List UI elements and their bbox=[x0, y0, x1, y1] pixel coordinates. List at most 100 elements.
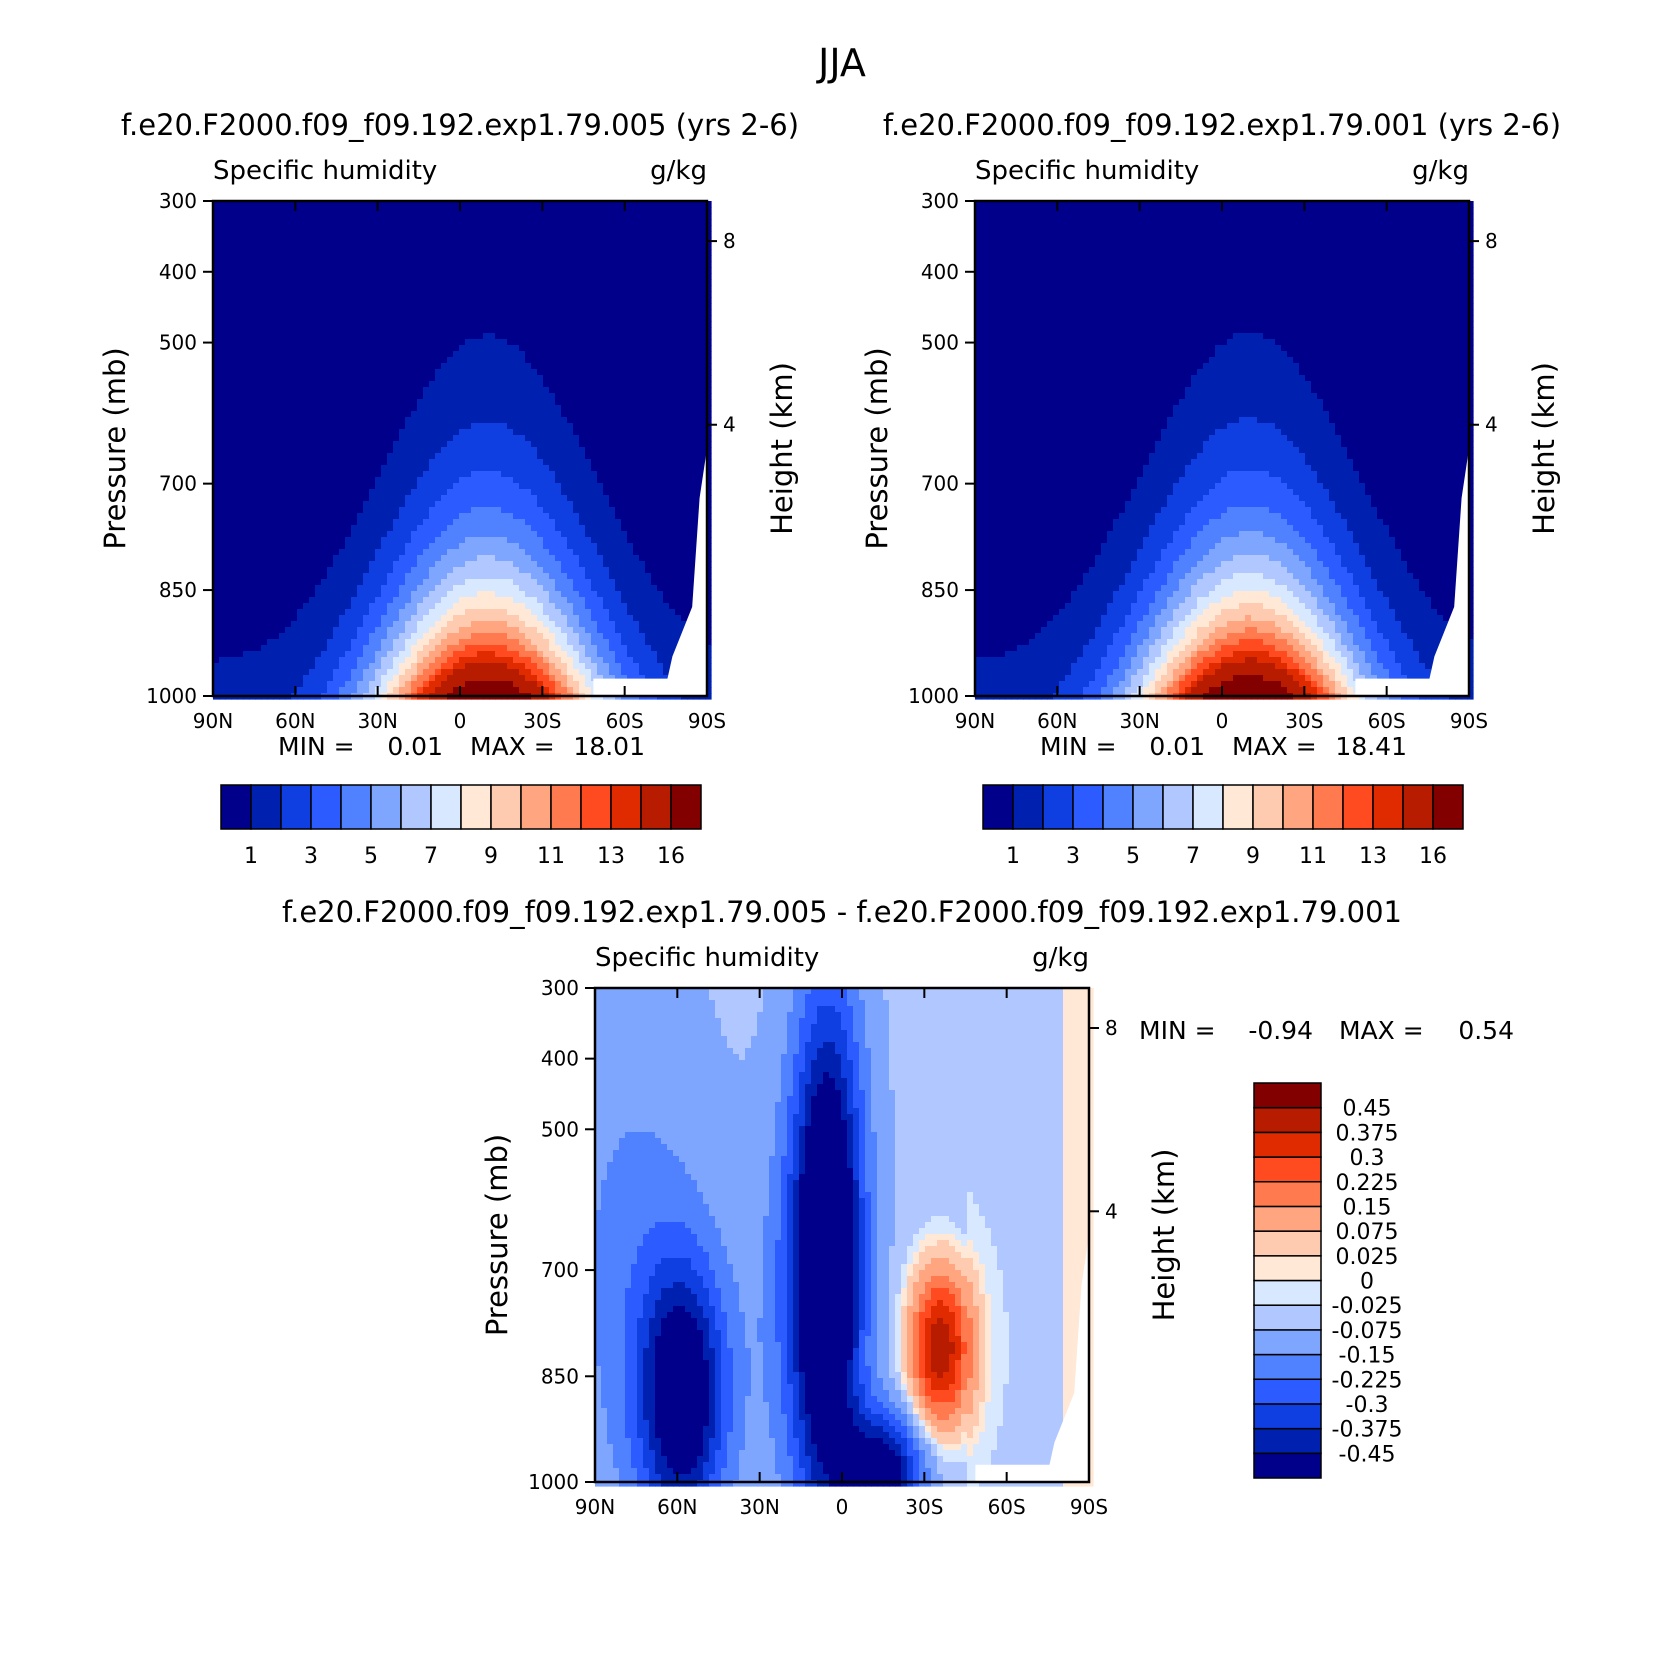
field-cell bbox=[381, 363, 388, 370]
field-cell bbox=[507, 555, 514, 562]
field-cell bbox=[591, 489, 598, 496]
field-cell bbox=[393, 285, 400, 292]
field-cell bbox=[267, 525, 274, 532]
field-cell bbox=[639, 399, 646, 406]
field-cell bbox=[423, 489, 430, 496]
field-cell bbox=[609, 279, 616, 286]
field-cell bbox=[315, 489, 322, 496]
field-cell bbox=[525, 267, 532, 274]
field-cell bbox=[453, 471, 460, 478]
field-cell bbox=[339, 543, 346, 550]
field-cell bbox=[567, 321, 574, 328]
field-cell bbox=[621, 333, 628, 340]
field-cell bbox=[297, 339, 304, 346]
field-cell bbox=[315, 471, 322, 478]
field-cell bbox=[279, 519, 286, 526]
field-cell bbox=[591, 369, 598, 376]
field-cell bbox=[405, 327, 412, 334]
field-cell bbox=[465, 357, 472, 364]
field-cell bbox=[591, 333, 598, 340]
field-cell bbox=[219, 561, 226, 568]
field-cell bbox=[447, 549, 454, 556]
field-cell bbox=[339, 315, 346, 322]
field-cell bbox=[267, 381, 274, 388]
field-cell bbox=[315, 351, 322, 358]
field-cell bbox=[399, 531, 406, 538]
field-cell bbox=[321, 477, 328, 484]
field-cell bbox=[519, 285, 526, 292]
field-cell bbox=[459, 387, 466, 394]
field-cell bbox=[633, 345, 640, 352]
field-cell bbox=[351, 333, 358, 340]
field-cell bbox=[315, 315, 322, 322]
field-cell bbox=[225, 369, 232, 376]
field-cell bbox=[387, 555, 394, 562]
field-cell bbox=[471, 357, 478, 364]
field-cell bbox=[219, 519, 226, 526]
field-cell bbox=[297, 393, 304, 400]
field-cell bbox=[633, 357, 640, 364]
field-cell bbox=[633, 423, 640, 430]
field-cell bbox=[291, 405, 298, 412]
field-cell bbox=[669, 255, 676, 262]
field-cell bbox=[525, 465, 532, 472]
field-cell bbox=[393, 381, 400, 388]
field-cell bbox=[573, 525, 580, 532]
field-cell bbox=[579, 393, 586, 400]
field-cell bbox=[477, 417, 484, 424]
field-cell bbox=[543, 225, 550, 232]
field-cell bbox=[531, 285, 538, 292]
field-cell bbox=[393, 297, 400, 304]
field-cell bbox=[237, 429, 244, 436]
field-cell bbox=[501, 405, 508, 412]
field-cell bbox=[459, 399, 466, 406]
field-cell bbox=[321, 405, 328, 412]
field-cell bbox=[693, 261, 700, 268]
field-cell bbox=[231, 393, 238, 400]
field-cell bbox=[267, 561, 274, 568]
field-cell bbox=[543, 411, 550, 418]
field-cell bbox=[339, 435, 346, 442]
field-cell bbox=[693, 429, 700, 436]
field-cell bbox=[297, 225, 304, 232]
field-cell bbox=[555, 339, 562, 346]
field-cell bbox=[519, 525, 526, 532]
field-cell bbox=[273, 513, 280, 520]
field-cell bbox=[357, 357, 364, 364]
field-cell bbox=[411, 555, 418, 562]
field-cell bbox=[687, 315, 694, 322]
field-cell bbox=[255, 231, 262, 238]
field-cell bbox=[525, 507, 532, 514]
field-cell bbox=[489, 393, 496, 400]
field-cell bbox=[453, 429, 460, 436]
field-cell bbox=[327, 387, 334, 394]
field-cell bbox=[585, 477, 592, 484]
field-cell bbox=[315, 465, 322, 472]
field-cell bbox=[255, 393, 262, 400]
field-cell bbox=[267, 363, 274, 370]
field-cell bbox=[621, 237, 628, 244]
field-cell bbox=[261, 483, 268, 490]
field-cell bbox=[399, 411, 406, 418]
field-cell bbox=[447, 543, 454, 550]
field-cell bbox=[453, 381, 460, 388]
field-cell bbox=[633, 495, 640, 502]
field-cell bbox=[663, 453, 670, 460]
field-cell bbox=[321, 507, 328, 514]
field-cell bbox=[369, 525, 376, 532]
field-cell bbox=[351, 237, 358, 244]
field-cell bbox=[519, 333, 526, 340]
field-cell bbox=[387, 429, 394, 436]
field-cell bbox=[561, 345, 568, 352]
field-cell bbox=[597, 249, 604, 256]
field-cell bbox=[669, 261, 676, 268]
field-cell bbox=[351, 477, 358, 484]
field-cell bbox=[447, 291, 454, 298]
field-cell bbox=[225, 393, 232, 400]
field-cell bbox=[393, 501, 400, 508]
field-cell bbox=[543, 525, 550, 532]
field-cell bbox=[291, 507, 298, 514]
field-cell bbox=[687, 507, 694, 514]
field-cell bbox=[513, 441, 520, 448]
field-cell bbox=[225, 561, 232, 568]
